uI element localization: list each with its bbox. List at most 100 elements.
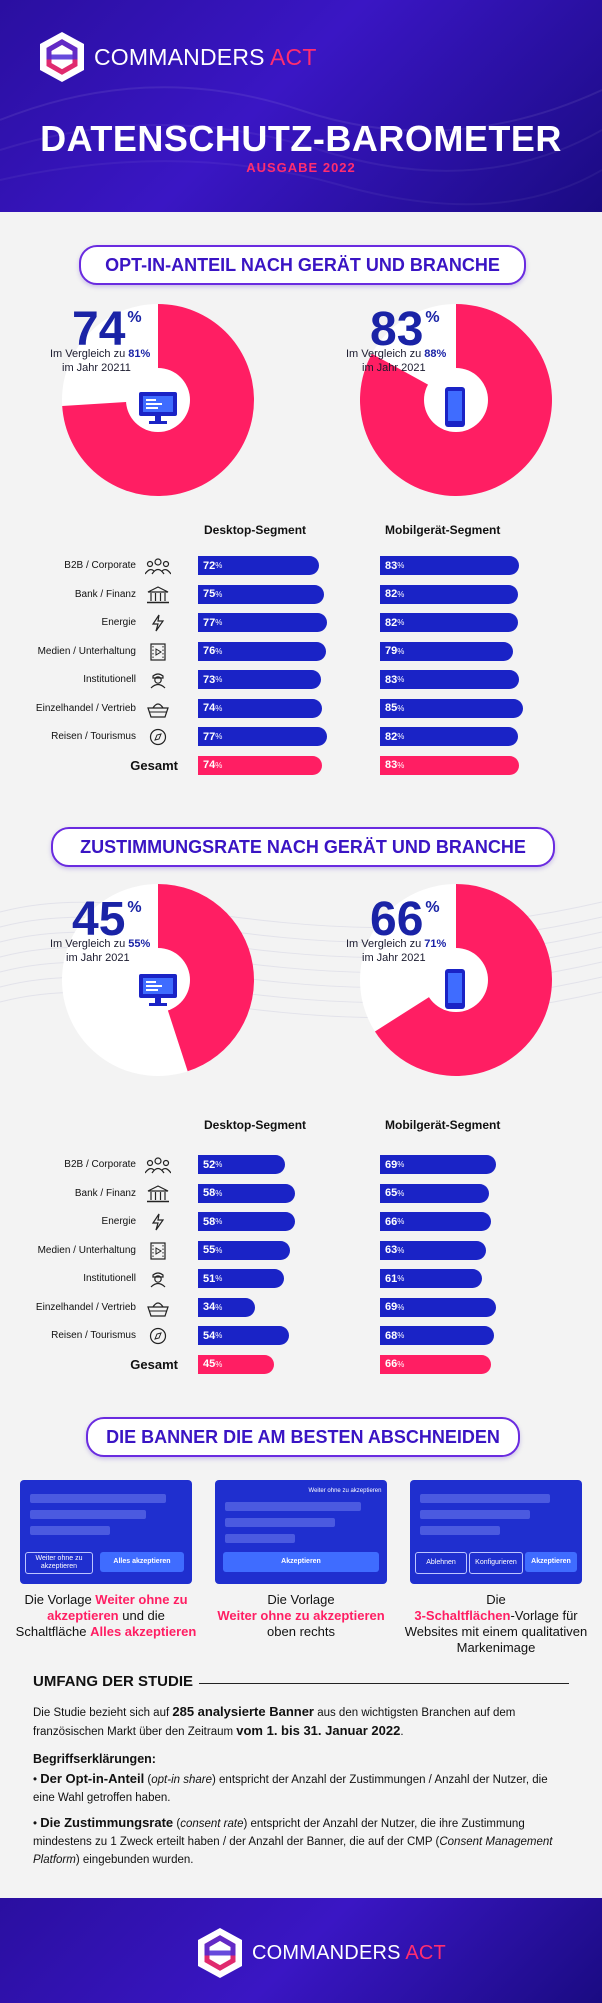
desktop-bar: 51%: [198, 1269, 284, 1288]
optin-mobile-comparison: Im Vergleich zu 88% im Jahr 2021: [346, 348, 447, 374]
lightning-icon: [151, 1213, 165, 1231]
banner2-caption: Die Vorlage Weiter ohne zu akzeptieren obe…: [217, 1592, 385, 1639]
study-title: UMFANG DER STUDIE: [33, 1673, 194, 1690]
banner-text-line: [225, 1518, 335, 1527]
banner-text-line: [420, 1510, 530, 1519]
study-divider: [199, 1683, 569, 1684]
footer: COMMANDERS ACT: [0, 1898, 602, 2003]
banner1-continue-button[interactable]: Weiter ohne zu akzeptieren: [25, 1552, 93, 1574]
bank-icon: [147, 1184, 169, 1202]
desktop-bar: 58%: [198, 1212, 295, 1231]
banner1-accept-all-button[interactable]: Alles akzeptieren: [100, 1552, 184, 1572]
desktop-bar: 54%: [198, 1326, 289, 1345]
desktop-bar: 45%: [198, 1354, 274, 1374]
hexagon-logo-icon: [198, 1928, 242, 1978]
banner-text-line: [420, 1526, 500, 1535]
desktop-bar: 52%: [198, 1155, 285, 1174]
mobile-bar: 68%: [380, 1326, 494, 1345]
banner1-caption: Die Vorlage Weiter ohne zu akzeptieren u…: [15, 1592, 197, 1639]
row-label: Reisen / Tourismus: [51, 1330, 136, 1341]
people-icon: [145, 1157, 171, 1174]
study-paragraph: Die Studie bezieht sich auf 285 analysie…: [33, 1704, 516, 1738]
mobile-bar: 63%: [380, 1240, 486, 1260]
mobile-bar: 83%: [380, 670, 519, 689]
people-icon: [145, 558, 171, 575]
basket-icon: [147, 702, 169, 718]
banner-template-3: Ablehnen Konfigurieren Akzeptieren: [410, 1480, 582, 1584]
mobile-bar: 66%: [380, 1212, 491, 1231]
mobile-bar: 65%: [380, 1183, 489, 1203]
row-label: Gesamt: [130, 1356, 178, 1372]
compass-icon: [149, 1327, 167, 1345]
consent-desktop-value: 45%: [72, 893, 142, 946]
row-label: Gesamt: [130, 757, 178, 773]
banner-text-line: [225, 1534, 295, 1543]
desktop-bar: 72%: [198, 556, 319, 575]
mobile-bar: 66%: [380, 1354, 491, 1374]
banner-text-line: [225, 1502, 361, 1511]
banner3-reject-button[interactable]: Ablehnen: [415, 1552, 467, 1574]
row-label: Medien / Unterhaltung: [37, 1244, 136, 1256]
hexagon-logo-icon: [40, 32, 84, 82]
banner-template-2: Weiter ohne zu akzeptieren Akzeptieren: [215, 1480, 387, 1584]
mobile-bar: 69%: [380, 1297, 496, 1317]
section2-desktop-header: Desktop-Segment: [204, 1118, 307, 1132]
header-logo[interactable]: COMMANDERS ACT: [38, 30, 317, 84]
mobile-bar: 85%: [380, 698, 523, 718]
banner-text-line: [30, 1526, 110, 1535]
row-label: Institutionell: [83, 1273, 136, 1284]
banner-template-1: Weiter ohne zu akzeptieren Alles akzepti…: [20, 1480, 192, 1584]
optin-desktop-value: 74%: [72, 303, 142, 356]
mobile-bar: 83%: [380, 755, 519, 775]
desktop-bar: 76%: [198, 641, 326, 661]
brand-name: COMMANDERS ACT: [252, 1941, 446, 1964]
mobile-bar: 69%: [380, 1155, 496, 1174]
row-label: Einzelhandel / Vertrieb: [35, 702, 136, 714]
basket-icon: [147, 1301, 169, 1317]
mobile-bar: 83%: [380, 556, 519, 575]
section1-title: OPT-IN-ANTEIL NACH GERÄT UND BRANCHE: [79, 245, 526, 285]
mobile-bar: 82%: [380, 613, 518, 632]
row-label: Medien / Unterhaltung: [37, 645, 136, 657]
consent-mobile-comparison: Im Vergleich zu 71% im Jahr 2021: [346, 938, 447, 964]
film-icon: [150, 642, 166, 661]
banner2-accept-button[interactable]: Akzeptieren: [223, 1552, 379, 1572]
mobile-icon: [445, 969, 465, 1009]
banner-text-line: [30, 1494, 166, 1503]
section2-mobile-header: Mobilgerät-Segment: [385, 1118, 501, 1132]
film-icon: [150, 1241, 166, 1260]
lightning-icon: [151, 614, 165, 632]
mobile-bar: 79%: [380, 641, 513, 661]
banner2-continue-link[interactable]: Weiter ohne zu akzeptieren: [308, 1488, 382, 1494]
donut-value-slice: [158, 884, 255, 1072]
desktop-bar: 73%: [198, 670, 321, 689]
row-label: Energie: [101, 1216, 136, 1227]
row-label: B2B / Corporate: [64, 560, 136, 571]
officer-icon: [150, 673, 166, 689]
mobile-bar: 61%: [380, 1269, 482, 1288]
banner3-accept-button[interactable]: Akzeptieren: [525, 1552, 577, 1572]
section3-title: DIE BANNER DIE AM BESTEN ABSCHNEIDEN: [86, 1417, 520, 1457]
definitions-title: Begriffserklärungen:: [33, 1752, 156, 1766]
header-waves: [0, 86, 602, 206]
desktop-bar: 74%: [198, 698, 322, 718]
desktop-icon: [139, 392, 177, 424]
footer-logo[interactable]: COMMANDERS ACT: [196, 1926, 446, 1980]
banner-text-line: [420, 1494, 550, 1503]
consent-desktop-comparison: Im Vergleich zu 55% im Jahr 2021: [50, 938, 151, 964]
row-label: Reisen / Tourismus: [51, 731, 136, 742]
mobile-bar: 82%: [380, 727, 518, 746]
section1-mobile-header: Mobilgerät-Segment: [385, 523, 501, 537]
row-label: Einzelhandel / Vertrieb: [35, 1301, 136, 1313]
desktop-bar: 34%: [198, 1297, 255, 1317]
page-subtitle: AUSGABE 2022: [246, 160, 356, 175]
mobile-bar: 82%: [380, 584, 518, 604]
definition-optin: • Der Opt-in-Anteil (opt-in share) entsp…: [33, 1771, 548, 1804]
definition-consent: • Die Zustimmungsrate (consent rate) ent…: [33, 1815, 553, 1866]
banner3-configure-button[interactable]: Konfigurieren: [469, 1552, 523, 1574]
row-label: Energie: [101, 617, 136, 628]
row-label: Bank / Finanz: [74, 1187, 136, 1199]
desktop-bar: 77%: [198, 727, 327, 746]
desktop-bar: 55%: [198, 1240, 290, 1260]
row-label: B2B / Corporate: [64, 1159, 136, 1170]
